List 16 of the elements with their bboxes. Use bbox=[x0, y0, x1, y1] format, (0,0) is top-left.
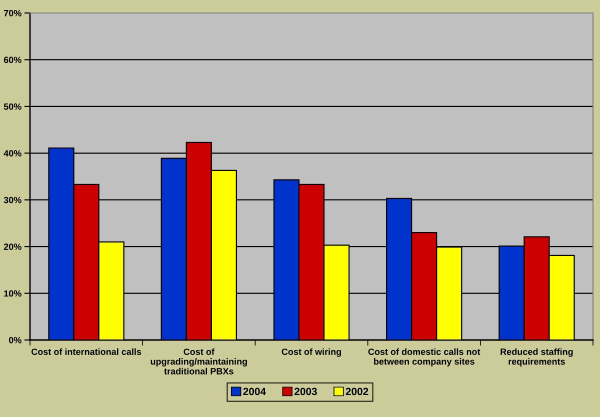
legend-label: 2003 bbox=[294, 388, 317, 396]
legend-label: 2002 bbox=[346, 388, 368, 396]
x-tick-label: Cost of wiring bbox=[282, 348, 341, 357]
y-tick-label: 20% bbox=[4, 244, 22, 250]
y-tick-label: 60% bbox=[4, 56, 22, 64]
x-tick-label: Cost of upgrading/maintaining traditional PBXs bbox=[150, 348, 247, 374]
x-tick-label: Cost of domestic calls not between company sites bbox=[368, 348, 480, 366]
y-tick-label: 70% bbox=[4, 10, 22, 16]
y-tick-label: 30% bbox=[4, 196, 22, 204]
y-tick-label: 50% bbox=[4, 103, 22, 110]
x-tick-label: Cost of international calls bbox=[31, 348, 142, 355]
legend-label: 2004 bbox=[243, 388, 266, 396]
y-tick-label: 10% bbox=[4, 290, 22, 297]
y-tick-label: 40% bbox=[4, 150, 22, 157]
x-tick-label: Reduced staffing requirements bbox=[500, 348, 573, 367]
y-tick-label: 0% bbox=[8, 336, 22, 344]
